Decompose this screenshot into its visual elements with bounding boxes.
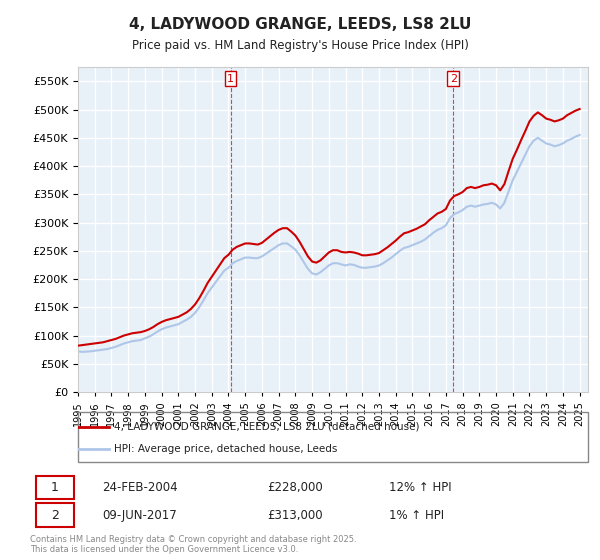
Text: 4, LADYWOOD GRANGE, LEEDS, LS8 2LU: 4, LADYWOOD GRANGE, LEEDS, LS8 2LU	[129, 17, 471, 32]
Text: 24-FEB-2004: 24-FEB-2004	[102, 481, 178, 494]
Text: 1% ↑ HPI: 1% ↑ HPI	[389, 508, 444, 521]
Text: 4, LADYWOOD GRANGE, LEEDS, LS8 2LU (detached house): 4, LADYWOOD GRANGE, LEEDS, LS8 2LU (deta…	[114, 422, 419, 432]
Text: £313,000: £313,000	[268, 508, 323, 521]
Text: Contains HM Land Registry data © Crown copyright and database right 2025.
This d: Contains HM Land Registry data © Crown c…	[30, 535, 356, 554]
Text: 1: 1	[51, 481, 59, 494]
Text: 09-JUN-2017: 09-JUN-2017	[102, 508, 176, 521]
FancyBboxPatch shape	[35, 503, 74, 526]
Text: 1: 1	[227, 74, 234, 83]
Text: 2: 2	[449, 74, 457, 83]
Text: HPI: Average price, detached house, Leeds: HPI: Average price, detached house, Leed…	[114, 445, 337, 454]
Text: Price paid vs. HM Land Registry's House Price Index (HPI): Price paid vs. HM Land Registry's House …	[131, 39, 469, 52]
Text: 2: 2	[51, 508, 59, 521]
Text: 12% ↑ HPI: 12% ↑ HPI	[389, 481, 451, 494]
FancyBboxPatch shape	[35, 476, 74, 499]
Text: £228,000: £228,000	[268, 481, 323, 494]
